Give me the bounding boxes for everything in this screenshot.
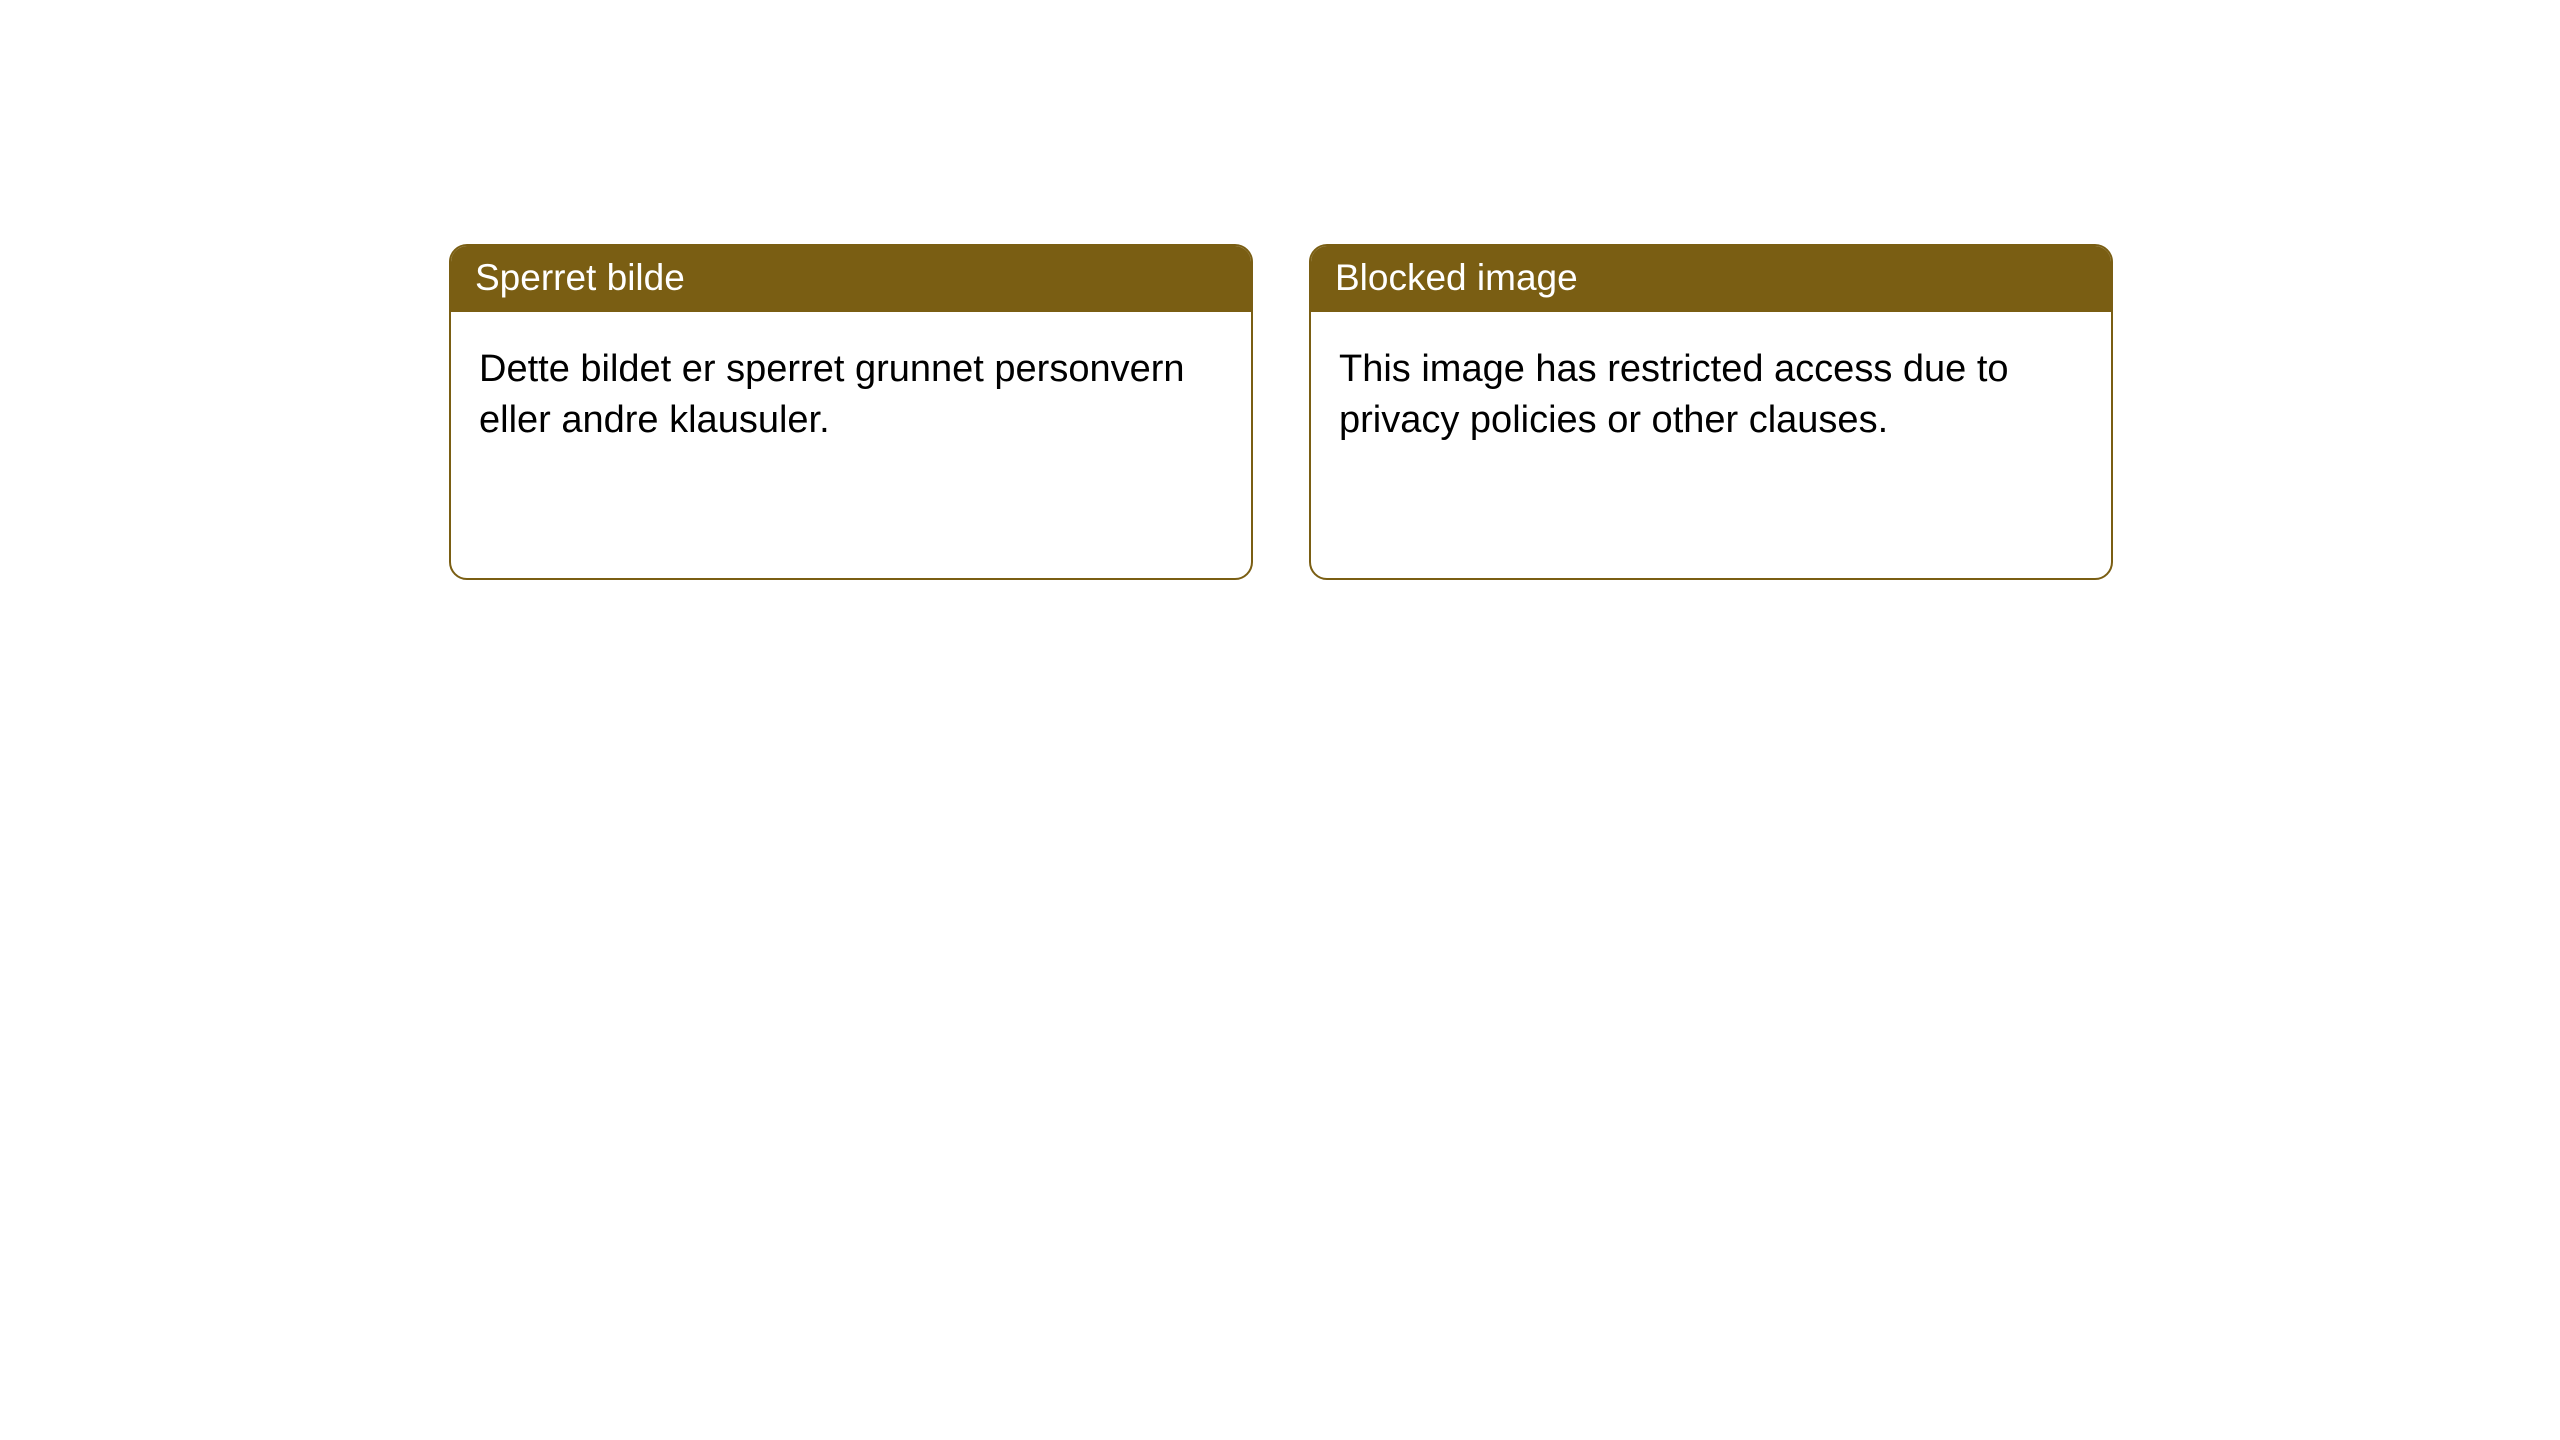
notice-card-norwegian: Sperret bilde Dette bildet er sperret gr… xyxy=(449,244,1253,580)
notice-card-english: Blocked image This image has restricted … xyxy=(1309,244,2113,580)
notice-body: This image has restricted access due to … xyxy=(1311,312,2111,475)
notice-text: This image has restricted access due to … xyxy=(1339,348,2009,441)
notice-text: Dette bildet er sperret grunnet personve… xyxy=(479,348,1185,441)
notice-container: Sperret bilde Dette bildet er sperret gr… xyxy=(0,0,2560,580)
notice-title: Sperret bilde xyxy=(475,257,685,298)
notice-header: Blocked image xyxy=(1311,246,2111,312)
notice-title: Blocked image xyxy=(1335,257,1578,298)
notice-body: Dette bildet er sperret grunnet personve… xyxy=(451,312,1251,475)
notice-header: Sperret bilde xyxy=(451,246,1251,312)
